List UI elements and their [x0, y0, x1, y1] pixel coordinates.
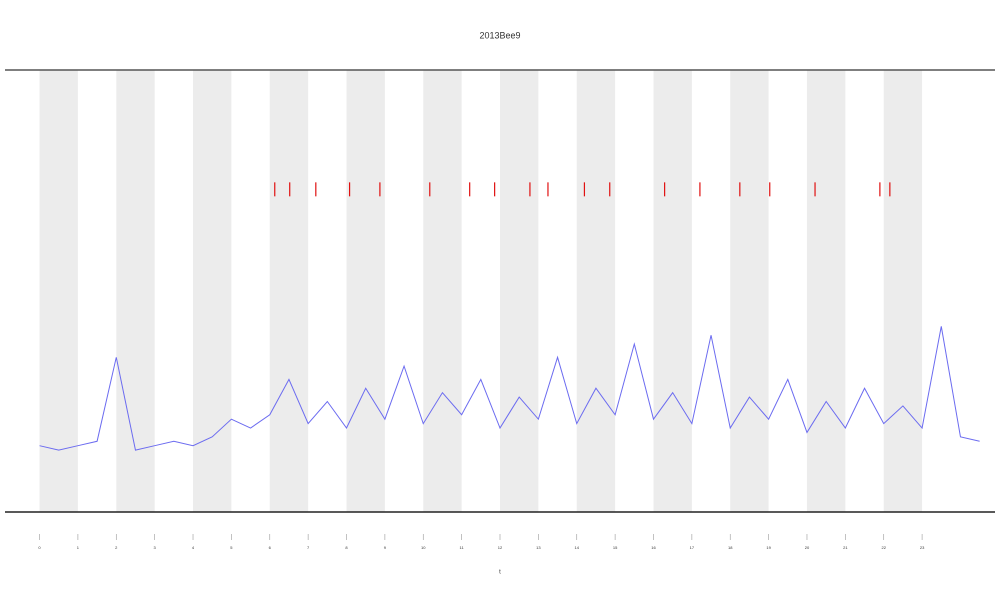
x-axis-label: t [499, 570, 501, 576]
shaded-band [730, 70, 769, 512]
x-tick-label: 10 [421, 545, 426, 550]
shaded-band [39, 70, 78, 512]
x-tick-label: 0 [38, 545, 41, 550]
shaded-band [500, 70, 539, 512]
x-tick-label: 6 [269, 545, 272, 550]
x-tick-label: 4 [192, 545, 195, 550]
x-tick-label: 11 [460, 545, 465, 550]
x-tick-label: 14 [575, 545, 580, 550]
shaded-band [346, 70, 385, 512]
x-tick-label: 13 [536, 545, 541, 550]
x-tick-label: 20 [805, 545, 810, 550]
x-tick-label: 16 [651, 545, 656, 550]
chart-title: 2013Bee9 [479, 30, 520, 40]
x-tick-label: 23 [920, 545, 925, 550]
x-tick-label: 22 [881, 545, 886, 550]
x-tick-label: 9 [384, 545, 387, 550]
x-tick-label: 2 [115, 545, 118, 550]
x-tick-label: 1 [77, 545, 80, 550]
x-tick-label: 12 [498, 545, 503, 550]
line-series [39, 326, 980, 451]
shaded-band [116, 70, 155, 512]
shaded-band [806, 70, 846, 512]
x-tick-label: 7 [307, 545, 310, 550]
x-tick-label: 8 [345, 545, 348, 550]
shaded-band [883, 70, 923, 512]
x-tick-label: 3 [154, 545, 157, 550]
x-tick-label: 5 [230, 545, 233, 550]
x-tick-label: 21 [843, 545, 848, 550]
x-tick-label: 18 [728, 545, 733, 550]
shaded-band [269, 70, 309, 512]
x-tick-label: 17 [690, 545, 695, 550]
shaded-band [653, 70, 692, 512]
x-tick-label: 15 [613, 545, 618, 550]
shaded-band [423, 70, 462, 512]
x-tick-label: 19 [766, 545, 771, 550]
shaded-band [576, 70, 616, 512]
shaded-band [193, 70, 232, 512]
